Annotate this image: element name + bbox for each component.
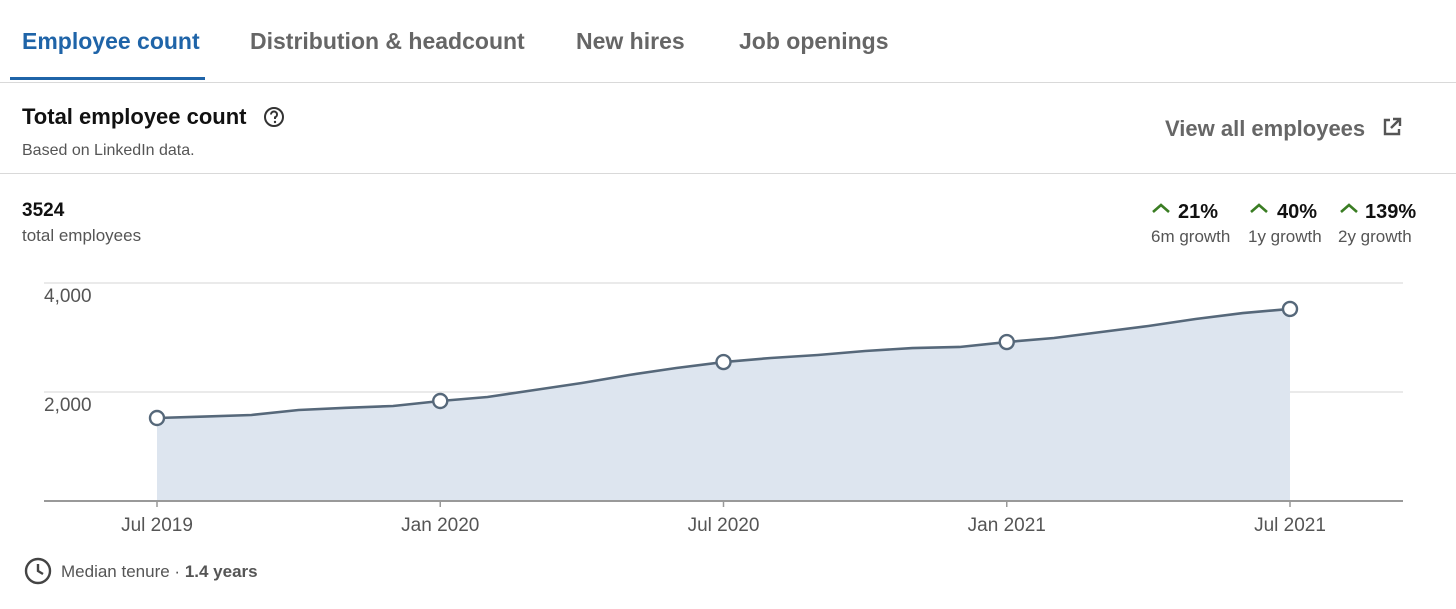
tenure: Median tenure · 1.4 years — [61, 562, 258, 582]
y-tick-label: 2,000 — [44, 395, 92, 416]
up-icon — [1340, 203, 1358, 213]
divider — [0, 173, 1456, 174]
total-label: total employees — [22, 226, 142, 245]
x-tick-label: Jul 2021 — [1254, 515, 1326, 536]
point — [998, 333, 1015, 351]
help-icon[interactable] — [263, 106, 285, 128]
area — [157, 308, 1290, 501]
tab[interactable]: Job openings — [739, 28, 889, 54]
growth-value: 40% — [1277, 201, 1318, 223]
x-tick-label: Jul 2020 — [688, 515, 760, 536]
tenure-value: 1.4 years — [184, 562, 258, 581]
tab-indicator — [10, 77, 205, 80]
clock-icon — [24, 557, 52, 585]
point — [148, 409, 166, 427]
view-all-link[interactable]: View all employees — [1165, 116, 1366, 141]
tab[interactable]: Distribution & headcount — [250, 28, 525, 54]
x-tick-label: Jan 2020 — [401, 515, 479, 536]
point — [715, 353, 732, 371]
total-count: 3524 — [22, 200, 65, 221]
growth-value: 21% — [1178, 201, 1219, 223]
tab[interactable]: New hires — [576, 28, 685, 54]
section-subtitle: Based on LinkedIn data. — [22, 142, 195, 159]
growth-value: 139% — [1365, 201, 1417, 223]
point — [432, 392, 449, 410]
growth-label: 2y growth — [1338, 227, 1412, 246]
x-tick-label: Jul 2019 — [121, 515, 193, 536]
external-link-icon[interactable] — [1381, 116, 1403, 138]
point — [1281, 300, 1299, 318]
growth-label: 1y growth — [1248, 227, 1322, 246]
section-title: Total employee count — [22, 104, 247, 129]
tenure-separator: · — [174, 562, 181, 581]
x-tick-label: Jan 2021 — [968, 515, 1046, 536]
up-icon — [1250, 203, 1268, 213]
divider — [0, 82, 1456, 83]
up-icon — [1152, 203, 1170, 213]
growth-label: 6m growth — [1151, 227, 1231, 246]
tenure-label: Median tenure — [61, 562, 170, 581]
chart: 2,000 4,000 Jul 2019 Jan 2020 Jul 2020 Jan 20… — [44, 282, 1403, 536]
y-tick-label: 4,000 — [44, 286, 92, 307]
tab[interactable]: Employee count — [22, 28, 200, 54]
